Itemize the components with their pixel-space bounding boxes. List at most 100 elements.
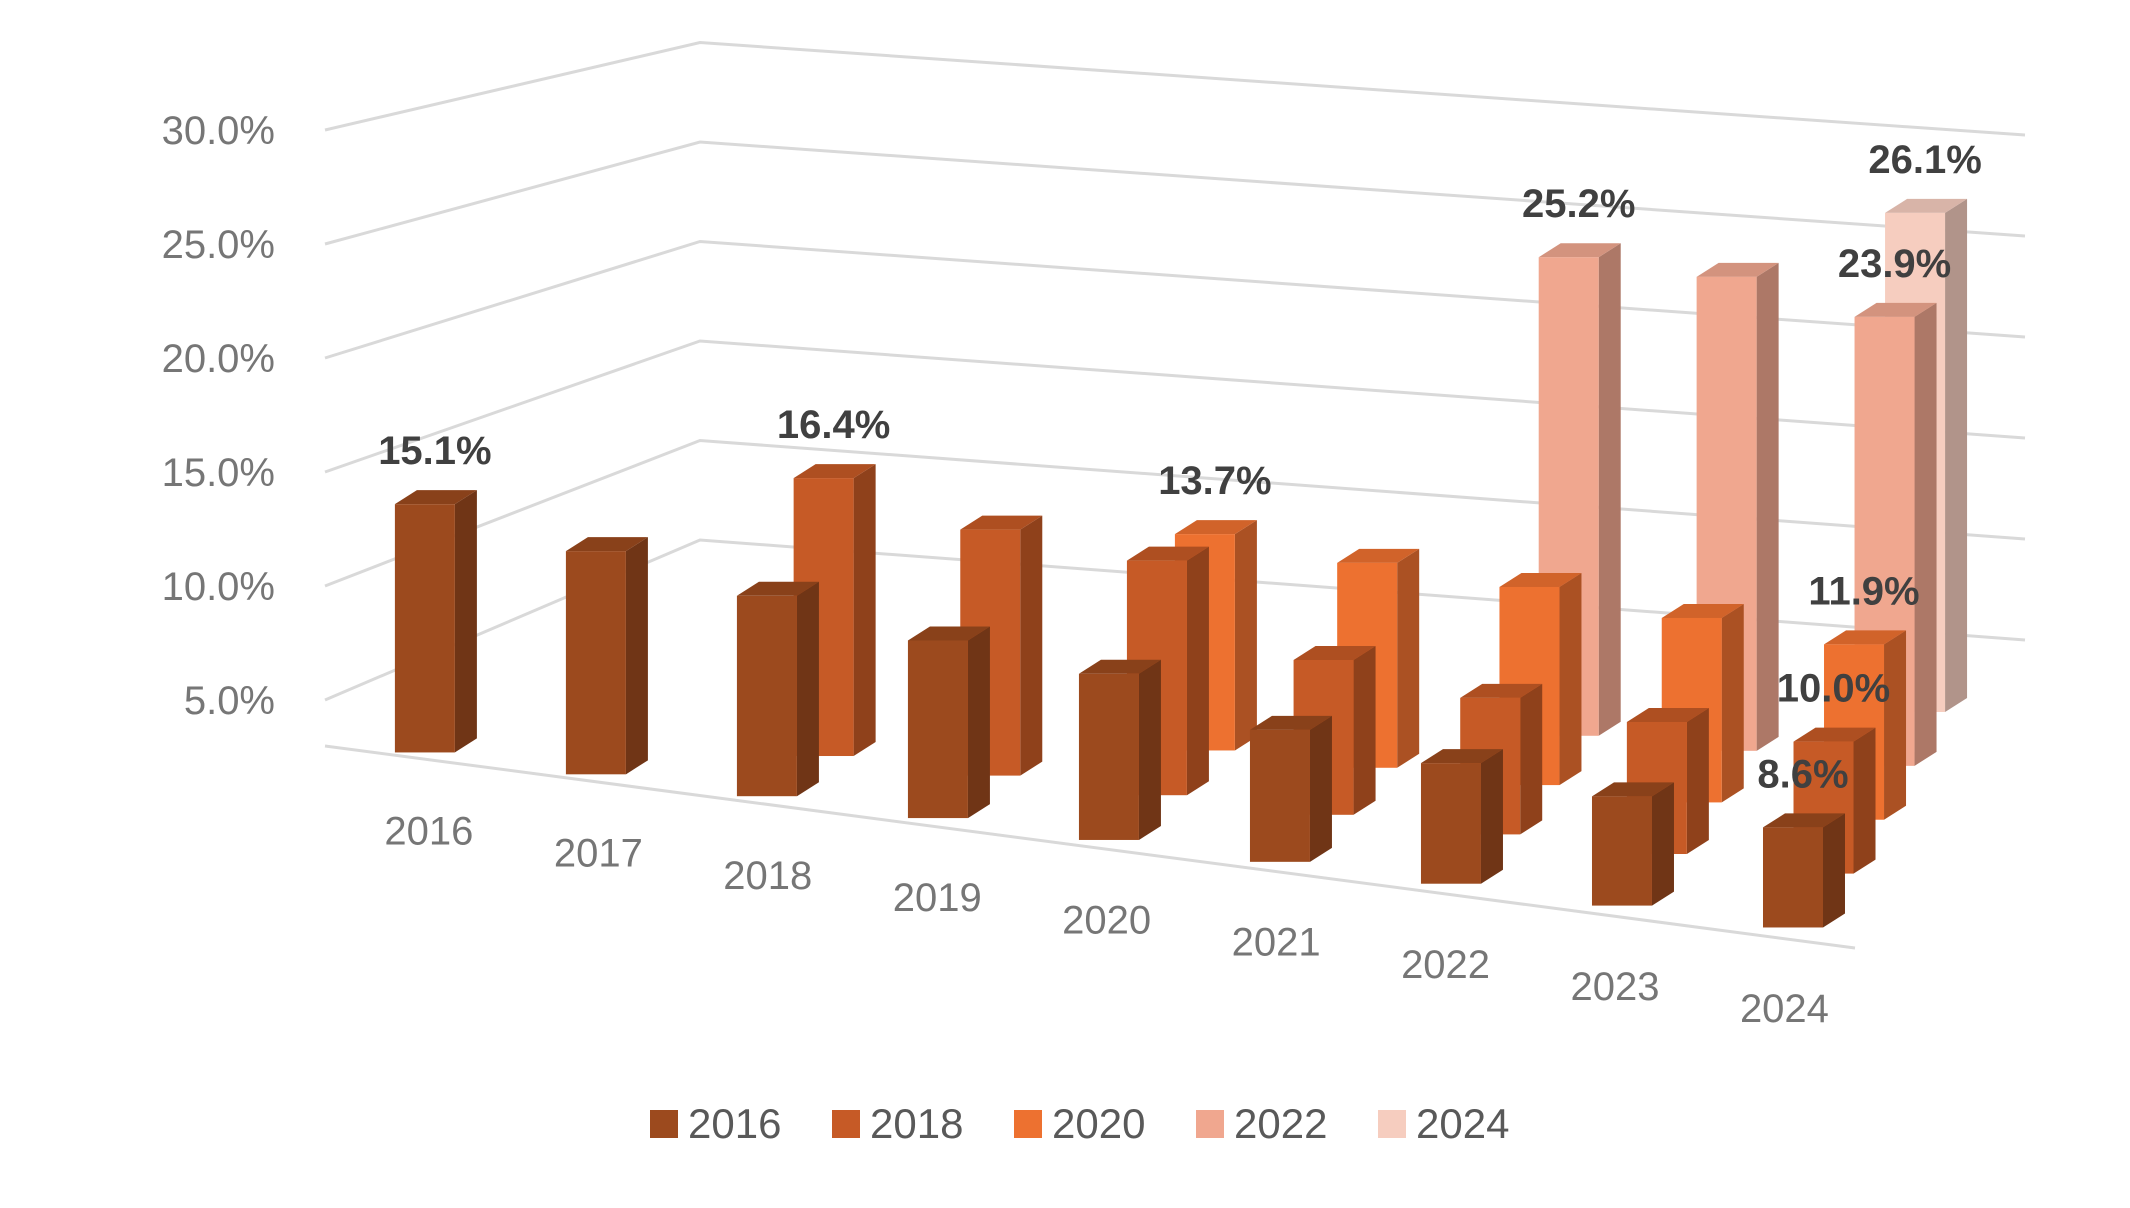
bar-front — [736, 595, 797, 797]
y-tick-label: 25.0% — [162, 223, 275, 267]
bar-top — [394, 490, 477, 505]
bar-2016-2021 — [1249, 715, 1332, 862]
bar-side — [1686, 708, 1709, 855]
bar-side — [454, 490, 477, 753]
data-label: 16.4% — [777, 403, 890, 447]
x-axis-ticks: 2016 2017 2018 2019 2020 2021 2022 2023 2024 — [384, 809, 1829, 1031]
bar-front — [565, 551, 626, 775]
bar-2016-2022 — [1420, 749, 1503, 884]
x-tick-label: 2022 — [1401, 943, 1490, 987]
legend-label: 2020 — [1052, 1100, 1145, 1147]
legend-item-2016: 2016 — [650, 1100, 781, 1147]
bar-side — [1651, 782, 1674, 906]
bar-side — [1884, 630, 1907, 820]
bar-side — [1186, 546, 1209, 796]
x-tick-label: 2017 — [554, 832, 643, 876]
bar-side — [796, 581, 819, 797]
x-tick-label: 2024 — [1740, 987, 1829, 1031]
bar-side — [1914, 302, 1937, 766]
bar-side — [1721, 603, 1744, 803]
bar-front — [1591, 796, 1652, 906]
bar-top — [1854, 302, 1937, 317]
bar-side — [853, 464, 876, 757]
y-tick-label: 30.0% — [162, 109, 275, 153]
bar-side — [1138, 659, 1161, 840]
data-label: 10.0% — [1777, 667, 1890, 711]
bar-top — [1661, 603, 1744, 618]
bar-top — [1337, 548, 1420, 563]
y-axis-ticks: 5.0% 10.0% 15.0% 20.0% 25.0% 30.0% — [162, 109, 275, 723]
bar-top — [1420, 749, 1503, 764]
y-tick-label: 10.0% — [162, 565, 275, 609]
data-labels: 26.1% 25.2% 23.9% 13.7% 11.9% 16.4% 10.0% 15.1%… — [378, 138, 1982, 796]
legend-label: 2018 — [870, 1100, 963, 1147]
bar-side — [1822, 813, 1845, 928]
gridline — [324, 140, 2026, 246]
bar-2016-2019 — [907, 626, 990, 819]
legend-item-2018: 2018 — [832, 1100, 963, 1147]
bar-top — [1174, 520, 1257, 535]
legend-swatch — [1378, 1110, 1406, 1138]
bar-top — [1078, 659, 1161, 674]
bar-side — [1480, 749, 1503, 884]
bar-side — [1234, 520, 1257, 751]
bar-top — [1824, 630, 1907, 645]
data-label: 13.7% — [1158, 459, 1271, 503]
bar-top — [1762, 813, 1845, 828]
x-tick-label: 2018 — [723, 854, 812, 898]
bar-top — [1126, 546, 1209, 561]
bar-side — [625, 537, 648, 775]
bar-2016-2024 — [1762, 813, 1845, 928]
floor-front-edge — [324, 744, 1856, 950]
bar-2016-2020 — [1078, 659, 1161, 840]
bar-side — [967, 626, 990, 819]
bar-top — [1499, 572, 1582, 587]
bar-top — [1885, 198, 1968, 213]
bar-front — [1078, 673, 1139, 840]
data-label: 25.2% — [1522, 182, 1635, 226]
bar-front — [394, 504, 455, 753]
bar-top — [1626, 708, 1709, 723]
data-label: 11.9% — [1808, 569, 1919, 613]
bar-front — [907, 640, 968, 819]
bar-side — [1853, 727, 1876, 874]
bar-side — [1353, 646, 1376, 815]
legend-swatch — [1014, 1110, 1042, 1138]
bar-top — [565, 537, 648, 552]
data-label: 26.1% — [1868, 138, 1981, 182]
bar-top — [1293, 646, 1376, 661]
legend-label: 2024 — [1416, 1100, 1509, 1147]
bar-side — [1559, 572, 1582, 786]
bar-side — [1020, 515, 1043, 776]
bar-top — [1538, 243, 1621, 258]
gridline — [324, 40, 2026, 137]
bar-top — [793, 464, 876, 479]
legend-label: 2022 — [1234, 1100, 1327, 1147]
bar-side — [1945, 198, 1968, 712]
x-tick-label: 2016 — [384, 809, 473, 853]
legend: 2016 2018 2020 2022 2024 — [650, 1100, 1509, 1147]
x-tick-label: 2021 — [1232, 921, 1321, 965]
bar-top — [1460, 683, 1543, 698]
bar-top — [960, 515, 1043, 530]
bars — [394, 198, 1968, 928]
bar-top — [1696, 262, 1779, 277]
y-tick-label: 15.0% — [162, 451, 275, 495]
legend-swatch — [832, 1110, 860, 1138]
legend-swatch — [1196, 1110, 1224, 1138]
bar-top — [907, 626, 990, 641]
x-tick-label: 2023 — [1571, 965, 1660, 1009]
bar-2016-2023 — [1591, 782, 1674, 906]
bar-top — [736, 581, 819, 596]
bar-front — [1249, 729, 1310, 862]
x-tick-label: 2020 — [1062, 898, 1151, 942]
bar-side — [1598, 243, 1621, 736]
bar-2016-2016 — [394, 490, 477, 753]
bar-top — [1249, 715, 1332, 730]
legend-item-2022: 2022 — [1196, 1100, 1327, 1147]
data-label: 23.9% — [1838, 242, 1951, 286]
bar-side — [1309, 715, 1332, 862]
y-tick-label: 20.0% — [162, 337, 275, 381]
bar-front — [1762, 827, 1823, 928]
